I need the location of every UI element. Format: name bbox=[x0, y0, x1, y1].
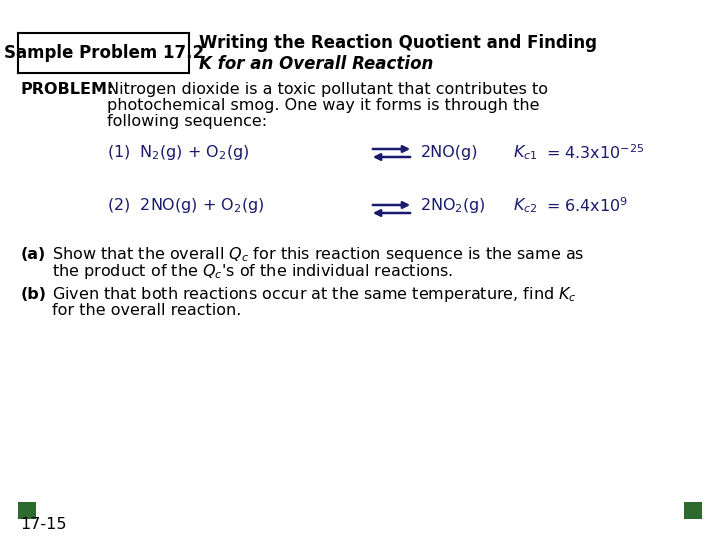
Text: (1)  N$_2$(g) + O$_2$(g): (1) N$_2$(g) + O$_2$(g) bbox=[107, 143, 249, 162]
Text: 2NO(g): 2NO(g) bbox=[420, 145, 478, 160]
Text: following sequence:: following sequence: bbox=[107, 114, 266, 129]
Text: Show that the overall $Q_c$ for this reaction sequence is the same as: Show that the overall $Q_c$ for this rea… bbox=[52, 245, 584, 265]
Text: photochemical smog. One way it forms is through the: photochemical smog. One way it forms is … bbox=[107, 98, 539, 113]
Text: Sample Problem 17.2: Sample Problem 17.2 bbox=[4, 44, 204, 62]
Text: Writing the Reaction Quotient and Finding: Writing the Reaction Quotient and Findin… bbox=[199, 33, 598, 52]
Text: 17-15: 17-15 bbox=[20, 517, 67, 532]
Text: 2NO$_2$(g): 2NO$_2$(g) bbox=[420, 195, 486, 215]
Text: K for an Overall Reaction: K for an Overall Reaction bbox=[199, 55, 434, 73]
Text: PROBLEM:: PROBLEM: bbox=[20, 82, 114, 97]
Text: $K_{c2}$: $K_{c2}$ bbox=[513, 196, 537, 214]
Text: (a): (a) bbox=[20, 247, 45, 262]
Text: = 4.3x10$^{-25}$: = 4.3x10$^{-25}$ bbox=[546, 143, 644, 161]
Text: the product of the $Q_c$'s of the individual reactions.: the product of the $Q_c$'s of the indivi… bbox=[52, 261, 453, 281]
Text: Nitrogen dioxide is a toxic pollutant that contributes to: Nitrogen dioxide is a toxic pollutant th… bbox=[107, 82, 547, 97]
Text: for the overall reaction.: for the overall reaction. bbox=[52, 303, 241, 318]
Text: Given that both reactions occur at the same temperature, find $K_c$: Given that both reactions occur at the s… bbox=[52, 285, 577, 304]
Text: (b): (b) bbox=[20, 287, 46, 302]
Text: = 6.4x10$^{9}$: = 6.4x10$^{9}$ bbox=[546, 196, 628, 214]
Text: (2)  2NO(g) + O$_2$(g): (2) 2NO(g) + O$_2$(g) bbox=[107, 195, 264, 215]
Text: $K_{c1}$: $K_{c1}$ bbox=[513, 143, 537, 161]
